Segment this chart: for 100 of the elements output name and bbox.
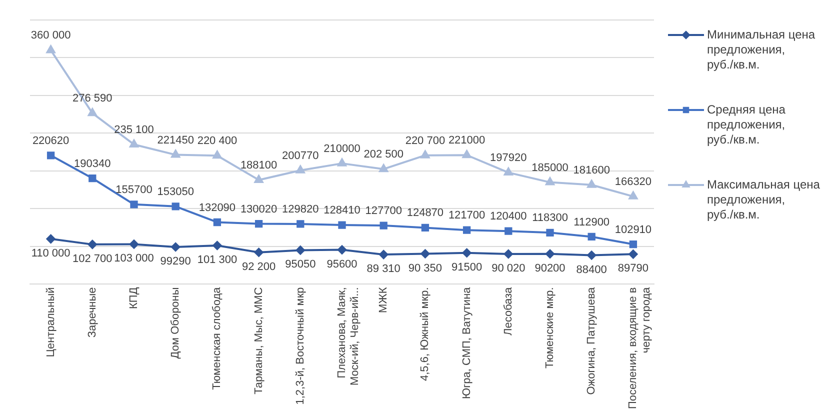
point	[462, 150, 472, 158]
data-label: 124870	[406, 207, 444, 220]
point	[172, 202, 180, 210]
point	[420, 249, 430, 258]
data-label: 181600	[573, 164, 610, 176]
point	[88, 108, 97, 116]
data-label: 120400	[490, 210, 527, 223]
point	[628, 191, 638, 200]
point	[130, 240, 138, 249]
data-label: 202 500	[364, 148, 404, 161]
data-label: 221450	[157, 134, 194, 146]
point	[587, 250, 596, 260]
data-label: 128410	[324, 204, 360, 217]
point	[546, 249, 554, 258]
data-label: 88400	[576, 264, 607, 276]
point	[46, 152, 55, 160]
data-label: 90 350	[408, 262, 442, 274]
data-label: 110 000	[31, 247, 70, 260]
data-label: 129820	[282, 203, 319, 216]
data-label: 89790	[618, 262, 648, 275]
point	[504, 168, 513, 176]
x-tick-label: Ожогина, Патрушева	[586, 286, 598, 395]
legend-label: Максимальная цена предложения, руб./кв.м.	[707, 177, 820, 222]
x-tick-label: Дом Обороны	[170, 287, 182, 359]
point	[338, 245, 346, 254]
data-label: 185000	[532, 162, 568, 174]
point	[380, 222, 388, 230]
data-label: 221000	[448, 134, 486, 147]
point	[379, 250, 388, 260]
point	[462, 226, 471, 234]
x-tick-label: Югра, СМП, Ватутина	[460, 286, 473, 399]
data-label: 220620	[32, 134, 70, 147]
point	[296, 165, 305, 174]
point	[628, 250, 638, 259]
data-label: 235 100	[114, 124, 154, 136]
point	[588, 232, 596, 241]
point	[254, 220, 263, 228]
x-tick-label: 4,5,6, Южный мкр.	[419, 287, 432, 381]
data-label: 153050	[157, 186, 194, 198]
point	[420, 150, 430, 158]
data-label: 188100	[240, 159, 278, 172]
data-label: 121700	[448, 210, 486, 222]
point	[629, 240, 638, 248]
data-label: 200770	[282, 150, 319, 162]
data-label: 103 000	[114, 252, 154, 265]
point	[546, 177, 554, 186]
point	[504, 250, 513, 259]
data-label: 210000	[324, 142, 360, 155]
data-label: 155700	[116, 184, 152, 196]
x-tick-label: Лесобаза	[502, 286, 514, 336]
data-label: 132090	[198, 202, 236, 214]
data-label: 118300	[532, 212, 568, 224]
point	[130, 200, 138, 208]
point	[421, 224, 430, 232]
data-label: 276 590	[72, 92, 112, 105]
data-label: 127700	[365, 205, 402, 218]
data-label: 166320	[614, 176, 652, 188]
point	[338, 221, 346, 229]
point	[46, 45, 56, 54]
x-tick-label: Тюменские мкр.	[544, 287, 556, 369]
point	[379, 164, 388, 172]
point	[254, 174, 264, 183]
data-label: 92 200	[242, 260, 276, 273]
point	[46, 234, 56, 244]
point	[296, 220, 304, 228]
x-tick-label: КПД	[128, 286, 140, 309]
data-label: 112900	[574, 216, 610, 228]
data-label: 91500	[452, 261, 482, 274]
point	[504, 227, 512, 235]
x-tick-label: 1,2,3-й, Восточный мкр	[294, 287, 306, 405]
point	[338, 158, 346, 166]
data-label: 220 700	[405, 134, 446, 147]
point	[171, 150, 180, 158]
data-label: 89 310	[366, 263, 400, 276]
point	[587, 180, 596, 188]
x-tick-label: Центральный	[44, 287, 57, 358]
x-tick-label: Плеханова, Маяк, Моск-ий, Черв-ий...	[336, 287, 362, 386]
data-label: 101 300	[197, 254, 238, 266]
point	[171, 242, 180, 252]
point	[88, 240, 97, 249]
data-label: 130020	[240, 203, 278, 216]
x-tick-label: Тюменская слобода	[211, 286, 224, 390]
data-label: 220 400	[197, 135, 238, 148]
point	[212, 150, 222, 159]
data-label: 197920	[490, 152, 527, 164]
data-label: 190340	[74, 158, 111, 170]
point	[130, 139, 138, 148]
x-tick-label: Тарманы, Мыс, ММС	[252, 287, 265, 394]
point	[212, 240, 222, 250]
x-tick-label: Заречные	[86, 287, 98, 338]
data-label: 95600	[326, 258, 358, 270]
data-label: 90200	[534, 262, 566, 274]
data-label: 102 700	[72, 252, 112, 265]
point	[254, 248, 264, 257]
data-label: 360 000	[30, 30, 71, 42]
data-label: 95050	[285, 258, 316, 271]
x-tick-label: МЖК	[378, 286, 390, 313]
legend-label: Минимальная цена предложения, руб./кв.м.	[707, 27, 816, 72]
data-label: 102910	[614, 224, 652, 236]
data-label: 99290	[160, 256, 191, 268]
